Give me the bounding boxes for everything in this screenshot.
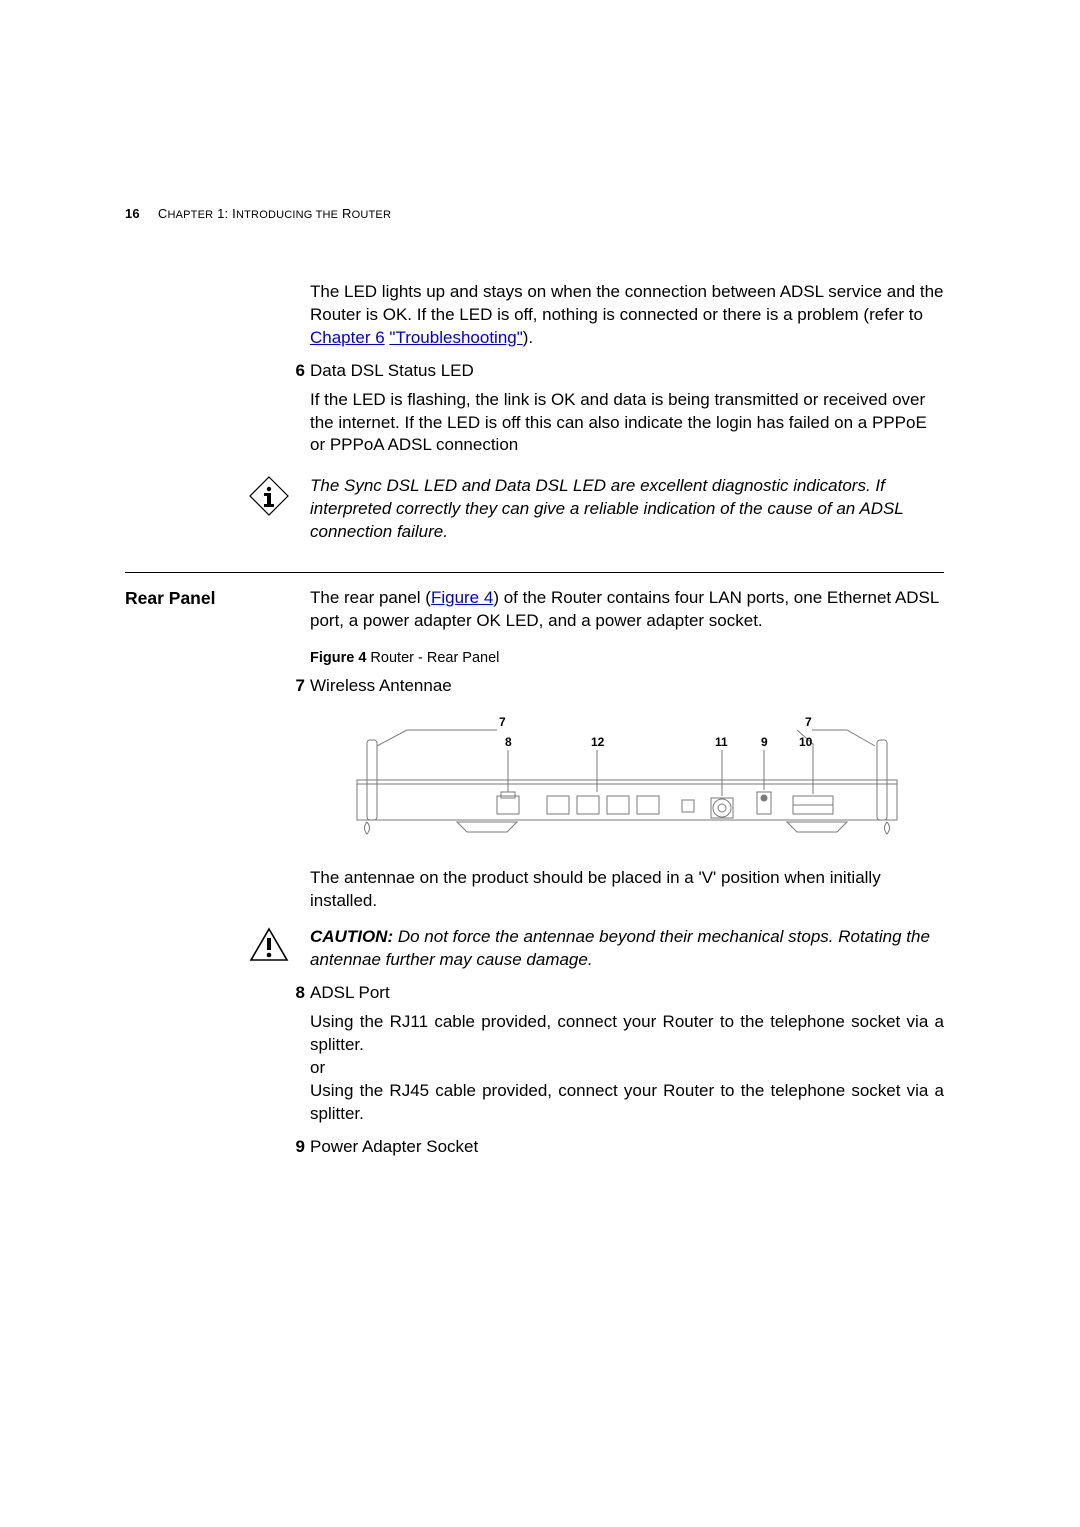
section-divider — [125, 572, 944, 573]
running-header: 16 CHAPTER 1: INTRODUCING THE ROUTER — [125, 205, 944, 223]
figure-caption: Figure 4 Router - Rear Panel — [310, 649, 944, 669]
list-number: 6 — [280, 360, 305, 383]
link-chapter6[interactable]: Chapter 6 — [310, 328, 385, 347]
page-number: 16 — [125, 205, 140, 223]
list-number: 9 — [280, 1136, 305, 1159]
callout-8: 8 — [505, 735, 512, 749]
list-title: Data DSL Status LED — [310, 361, 474, 380]
list-item-8: 8 ADSL Port Using the RJ11 cable provide… — [310, 982, 944, 1126]
rear-panel-diagram: 7 8 12 11 9 10 7 — [310, 710, 944, 855]
callout-12: 12 — [591, 735, 605, 749]
list-item-6: 6 Data DSL Status LED If the LED is flas… — [310, 360, 944, 458]
callout-11: 11 — [715, 735, 728, 749]
list-body: If the LED is flashing, the link is OK a… — [310, 389, 944, 458]
item8-or: or — [310, 1057, 944, 1080]
list-title: Power Adapter Socket — [310, 1137, 478, 1156]
item8-body1: Using the RJ11 cable provided, connect y… — [310, 1011, 944, 1057]
list-item-7: 7 Wireless Antennae — [310, 675, 944, 698]
caution-icon — [248, 926, 290, 971]
callout-9: 9 — [761, 735, 768, 749]
caution-text: CAUTION: Do not force the antennae beyon… — [310, 926, 944, 972]
list-title: ADSL Port — [310, 983, 390, 1002]
callout-7b: 7 — [805, 715, 812, 729]
caution-note: CAUTION: Do not force the antennae beyon… — [310, 926, 944, 972]
item8-body2: Using the RJ45 cable provided, connect y… — [310, 1080, 944, 1126]
info-note: The Sync DSL LED and Data DSL LED are ex… — [310, 475, 944, 544]
link-figure4[interactable]: Figure 4 — [431, 588, 493, 607]
info-icon — [248, 475, 290, 524]
section-rear-panel: Rear Panel The rear panel (Figure 4) of … — [310, 587, 944, 1159]
note-text: The Sync DSL LED and Data DSL LED are ex… — [310, 475, 944, 544]
list-title: Wireless Antennae — [310, 676, 452, 695]
chapter-text: CHAPTER 1: INTRODUCING THE ROUTER — [158, 205, 391, 223]
callout-7: 7 — [499, 715, 506, 729]
link-troubleshooting[interactable]: "Troubleshooting" — [389, 328, 522, 347]
led-intro-paragraph: The LED lights up and stays on when the … — [310, 281, 944, 350]
section-heading: Rear Panel — [125, 587, 215, 611]
item7-body: The antennae on the product should be pl… — [310, 867, 944, 913]
list-number: 7 — [280, 675, 305, 698]
list-item-9: 9 Power Adapter Socket — [310, 1136, 944, 1159]
list-number: 8 — [280, 982, 305, 1005]
rear-panel-paragraph: The rear panel (Figure 4) of the Router … — [310, 587, 944, 633]
callout-10: 10 — [799, 735, 813, 749]
